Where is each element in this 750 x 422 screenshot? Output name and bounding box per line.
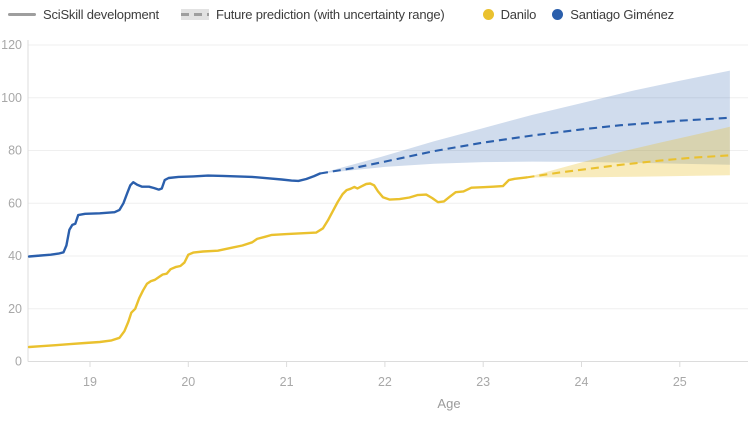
legend-label-santiago: Santiago Giménez <box>570 6 674 22</box>
x-tick-label: 21 <box>280 375 294 389</box>
x-tick-label: 23 <box>476 375 490 389</box>
santiago-sciskill-line <box>27 172 322 258</box>
santiago-uncertainty-band <box>320 70 730 174</box>
dashed-line-icon <box>180 8 209 20</box>
legend-label-prediction: Future prediction (with uncertainty rang… <box>215 6 445 22</box>
x-tick-label: 20 <box>181 375 195 389</box>
y-tick-label: 0 <box>15 355 22 369</box>
x-tick-label: 19 <box>83 375 97 389</box>
chart-legend: SciSkill development Future prediction (… <box>0 0 750 28</box>
danilo-prediction-line <box>526 154 730 179</box>
danilo-sciskill-line <box>27 176 528 349</box>
legend-label-danilo: Danilo <box>500 6 537 22</box>
danilo-dot-icon <box>482 8 494 20</box>
legend-item-danilo[interactable]: Danilo <box>482 6 537 22</box>
y-tick-label: 40 <box>8 249 22 263</box>
y-tick-label: 80 <box>8 144 22 158</box>
legend-item-sciskill[interactable]: SciSkill development <box>8 7 159 22</box>
x-tick-label: 22 <box>378 375 392 389</box>
y-tick-label: 100 <box>1 91 22 105</box>
x-tick-label: 25 <box>673 375 687 389</box>
age-axis-label: Age <box>437 396 460 411</box>
santiago-dot-icon <box>552 8 564 20</box>
legend-item-santiago[interactable]: Santiago Giménez <box>552 7 674 22</box>
y-tick-label: 60 <box>8 196 22 210</box>
y-tick-label: 120 <box>1 38 22 52</box>
legend-label-sciskill: SciSkill development <box>43 6 159 22</box>
danilo-uncertainty-band <box>526 126 730 178</box>
y-tick-label: 20 <box>8 302 22 316</box>
solid-line-icon <box>8 12 36 16</box>
x-tick-label: 24 <box>575 375 589 389</box>
legend-item-prediction[interactable]: Future prediction (with uncertainty rang… <box>180 6 445 22</box>
